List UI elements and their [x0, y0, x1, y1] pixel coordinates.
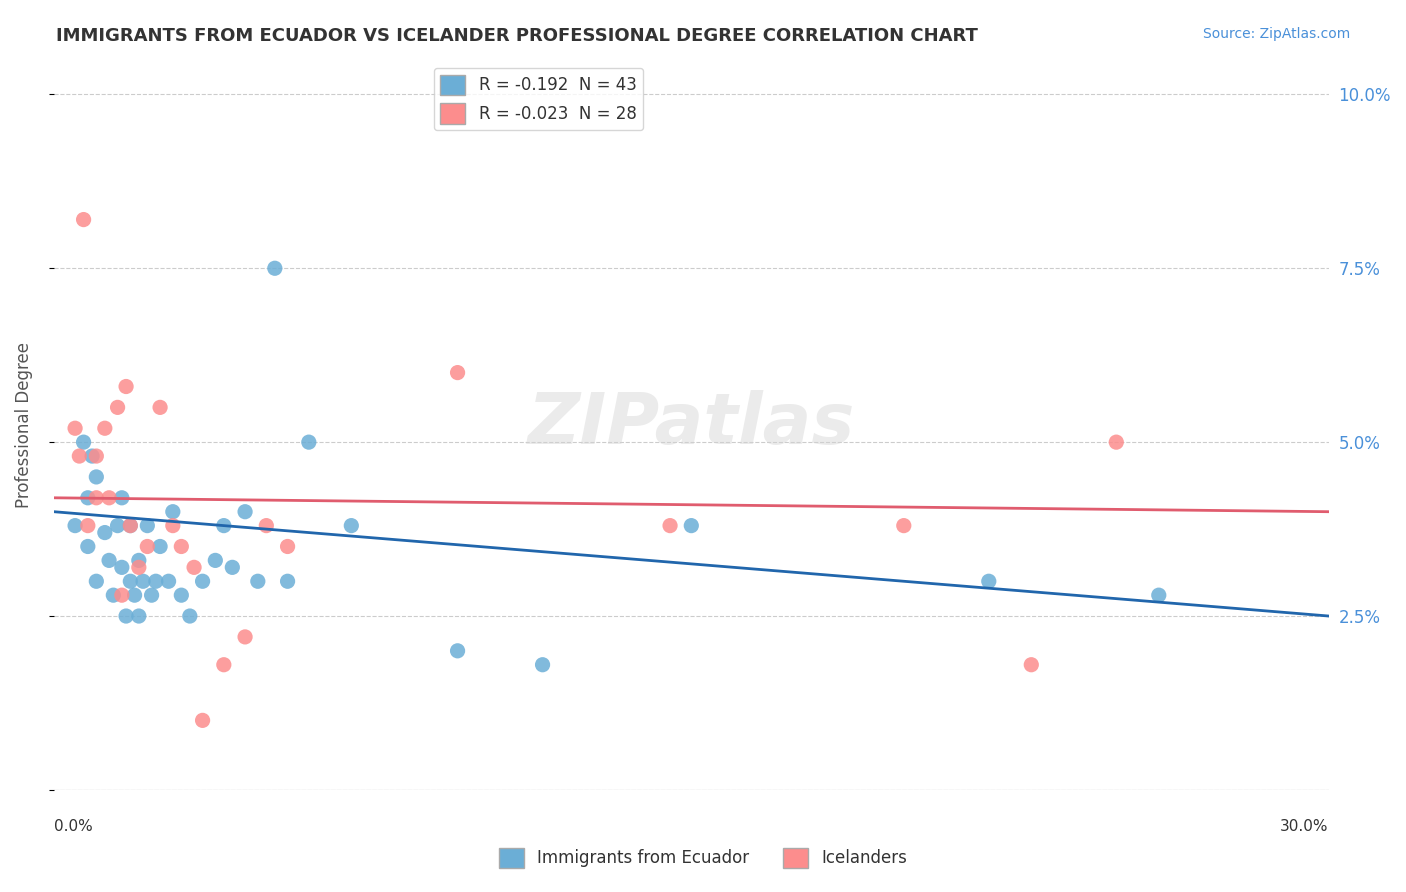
Point — [212, 657, 235, 672]
Point — [277, 540, 299, 554]
Point — [977, 574, 1000, 589]
Text: Source: ZipAtlas.com: Source: ZipAtlas.com — [1202, 27, 1350, 41]
Point — [128, 609, 150, 624]
Point — [162, 505, 184, 519]
Point — [72, 212, 94, 227]
Point — [111, 560, 134, 574]
Point — [191, 574, 214, 589]
Point — [136, 518, 159, 533]
Point — [254, 518, 277, 533]
Point — [86, 449, 108, 463]
Point — [136, 540, 159, 554]
Point — [63, 421, 86, 435]
Point — [128, 553, 150, 567]
Point — [115, 609, 138, 624]
Text: IMMIGRANTS FROM ECUADOR VS ICELANDER PROFESSIONAL DEGREE CORRELATION CHART: IMMIGRANTS FROM ECUADOR VS ICELANDER PRO… — [56, 27, 979, 45]
Point — [531, 657, 554, 672]
Point — [98, 553, 121, 567]
Point — [103, 588, 125, 602]
Point — [107, 401, 129, 415]
Point — [63, 518, 86, 533]
Point — [893, 518, 915, 533]
Point — [141, 588, 163, 602]
Point — [94, 525, 117, 540]
Point — [149, 540, 172, 554]
Text: ZIPatlas: ZIPatlas — [527, 391, 855, 459]
Point — [659, 518, 682, 533]
Point — [157, 574, 180, 589]
Point — [128, 560, 150, 574]
Point — [233, 630, 256, 644]
Point — [145, 574, 167, 589]
Point — [162, 518, 184, 533]
Point — [221, 560, 243, 574]
Point — [111, 588, 134, 602]
Point — [107, 518, 129, 533]
Point — [263, 261, 285, 276]
Point — [191, 714, 214, 728]
Point — [446, 366, 468, 380]
Point — [246, 574, 269, 589]
Point — [277, 574, 299, 589]
Point — [183, 560, 205, 574]
Y-axis label: Professional Degree: Professional Degree — [15, 342, 32, 508]
Point — [86, 491, 108, 505]
Point — [94, 421, 117, 435]
Point — [212, 518, 235, 533]
Point — [1105, 435, 1128, 450]
Point — [170, 588, 193, 602]
Point — [120, 518, 142, 533]
Point — [340, 518, 363, 533]
Point — [120, 518, 142, 533]
Point — [170, 540, 193, 554]
Point — [76, 518, 98, 533]
Point — [204, 553, 226, 567]
Point — [98, 491, 121, 505]
Point — [179, 609, 201, 624]
Point — [149, 401, 172, 415]
Point — [233, 505, 256, 519]
Point — [80, 449, 103, 463]
Point — [111, 491, 134, 505]
Text: 0.0%: 0.0% — [53, 819, 93, 834]
Point — [86, 574, 108, 589]
Point — [681, 518, 703, 533]
Text: 30.0%: 30.0% — [1281, 819, 1329, 834]
Point — [72, 435, 94, 450]
Point — [120, 574, 142, 589]
Point — [298, 435, 321, 450]
Point — [1147, 588, 1170, 602]
Legend: Immigrants from Ecuador, Icelanders: Immigrants from Ecuador, Icelanders — [492, 841, 914, 875]
Point — [76, 491, 98, 505]
Point — [446, 644, 468, 658]
Point — [124, 588, 146, 602]
Point — [1019, 657, 1042, 672]
Point — [132, 574, 155, 589]
Point — [115, 379, 138, 393]
Point — [76, 540, 98, 554]
Point — [86, 470, 108, 484]
Point — [67, 449, 90, 463]
Legend: R = -0.192  N = 43, R = -0.023  N = 28: R = -0.192 N = 43, R = -0.023 N = 28 — [433, 68, 643, 130]
